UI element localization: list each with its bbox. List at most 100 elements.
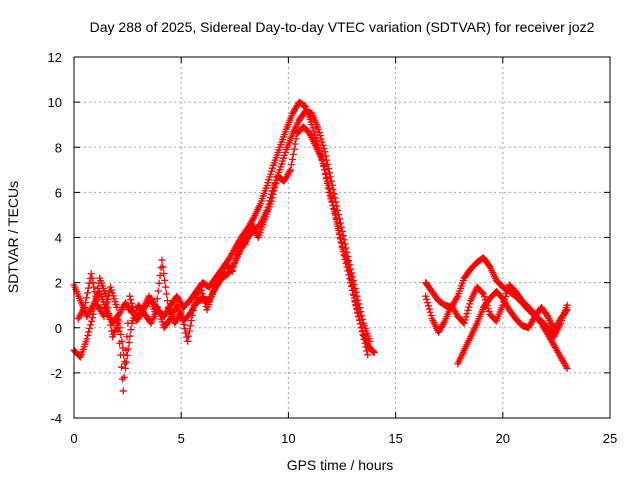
data-point-fill: [336, 234, 344, 241]
data-point-fill: [461, 316, 469, 324]
data-point-fill: [320, 145, 328, 153]
data-point-fill: [463, 310, 471, 318]
data-point-fill: [91, 288, 99, 296]
data-point-fill: [123, 351, 131, 359]
data-point-fill: [89, 279, 97, 287]
data-point-fill: [291, 140, 299, 148]
data-point-fill: [230, 259, 238, 267]
data-point: [81, 303, 89, 311]
data-point: [327, 177, 335, 185]
data-point-fill: [479, 289, 487, 297]
data-point-fill: [329, 201, 337, 209]
data-point-fill: [93, 297, 101, 305]
data-point-fill: [107, 321, 115, 329]
data-point-fill: [317, 135, 325, 143]
data-point-fill: [104, 296, 112, 304]
y-tick-label: -2: [50, 366, 62, 381]
data-point: [321, 148, 329, 156]
data-point-fill: [332, 215, 340, 223]
data-point-fill: [156, 272, 164, 280]
data-point-fill: [162, 290, 170, 298]
data-point-fill: [466, 300, 474, 308]
data-point-fill: [83, 294, 91, 302]
data-point-fill: [465, 303, 473, 311]
data-point-fill: [179, 316, 187, 324]
data-point: [357, 324, 365, 332]
data-point-fill: [129, 306, 137, 314]
x-tick-label: 20: [496, 431, 510, 446]
data-point-fill: [360, 335, 368, 343]
data-point-fill: [83, 289, 91, 297]
data-point-fill: [288, 155, 296, 163]
data-point-fill: [116, 324, 124, 332]
data-point-fill: [334, 224, 342, 232]
data-point-fill: [361, 339, 369, 347]
data-point-fill: [331, 208, 339, 216]
data-point-fill: [121, 360, 129, 368]
data-point: [325, 188, 333, 196]
y-tick-label: 10: [48, 95, 62, 110]
data-point-fill: [117, 363, 125, 371]
data-point-fill: [348, 281, 356, 289]
data-point-fill: [337, 238, 345, 246]
data-point: [314, 125, 322, 133]
data-point-fill: [318, 138, 326, 146]
data-point-fill: [316, 132, 324, 140]
data-point-fill: [117, 351, 125, 359]
data-point: [87, 270, 95, 278]
data-point-fill: [453, 294, 461, 302]
data-point-fill: [286, 167, 294, 175]
data-point-fill: [562, 363, 570, 371]
data-point: [344, 261, 352, 269]
data-point-fill: [346, 271, 354, 279]
data-point-fill: [359, 331, 367, 339]
data-point-fill: [462, 313, 470, 321]
y-tick-label: 6: [55, 185, 62, 200]
data-point-fill: [424, 302, 432, 310]
data-point-fill: [160, 270, 168, 278]
data-point: [334, 206, 342, 214]
data-point-fill: [347, 276, 355, 284]
data-point-fill: [103, 300, 111, 308]
data-point-fill: [287, 161, 295, 169]
data-point-fill: [322, 152, 330, 160]
data-point-fill: [353, 304, 361, 312]
data-point: [177, 308, 185, 316]
data-point-fill: [106, 315, 114, 323]
data-point-fill: [114, 315, 122, 323]
y-tick-label: 2: [55, 276, 62, 291]
data-point-fill: [181, 325, 189, 333]
data-point-fill: [358, 328, 366, 336]
data-point-fill: [356, 320, 364, 328]
data-point-fill: [127, 296, 135, 304]
y-axis-label: SDTVAR / TECUs: [5, 181, 21, 293]
data-point-fill: [268, 194, 276, 202]
data-point-fill: [125, 339, 133, 347]
data-point-fill: [271, 183, 279, 191]
data-point: [115, 317, 123, 325]
data-point-fill: [290, 145, 298, 153]
data-point-fill: [124, 319, 132, 327]
data-point-fill: [335, 229, 343, 237]
data-point-fill: [336, 219, 344, 227]
data-point: [366, 337, 374, 345]
data-point-fill: [185, 327, 193, 335]
data-point: [119, 387, 127, 395]
data-point: [89, 310, 97, 318]
data-points: [70, 98, 571, 395]
data-point-fill: [234, 242, 242, 250]
data-point-fill: [87, 317, 95, 325]
data-point-fill: [324, 184, 332, 192]
data-point-fill: [337, 223, 345, 231]
data-point-fill: [464, 306, 472, 314]
data-point-fill: [116, 339, 124, 347]
data-point-fill: [292, 135, 300, 143]
x-tick-label: 5: [178, 431, 185, 446]
y-tick-label: 12: [48, 50, 62, 65]
data-point-fill: [232, 251, 240, 259]
data-point-fill: [180, 321, 188, 329]
data-point-fill: [86, 324, 94, 332]
data-point-fill: [188, 312, 196, 320]
data-point-fill: [80, 305, 88, 313]
